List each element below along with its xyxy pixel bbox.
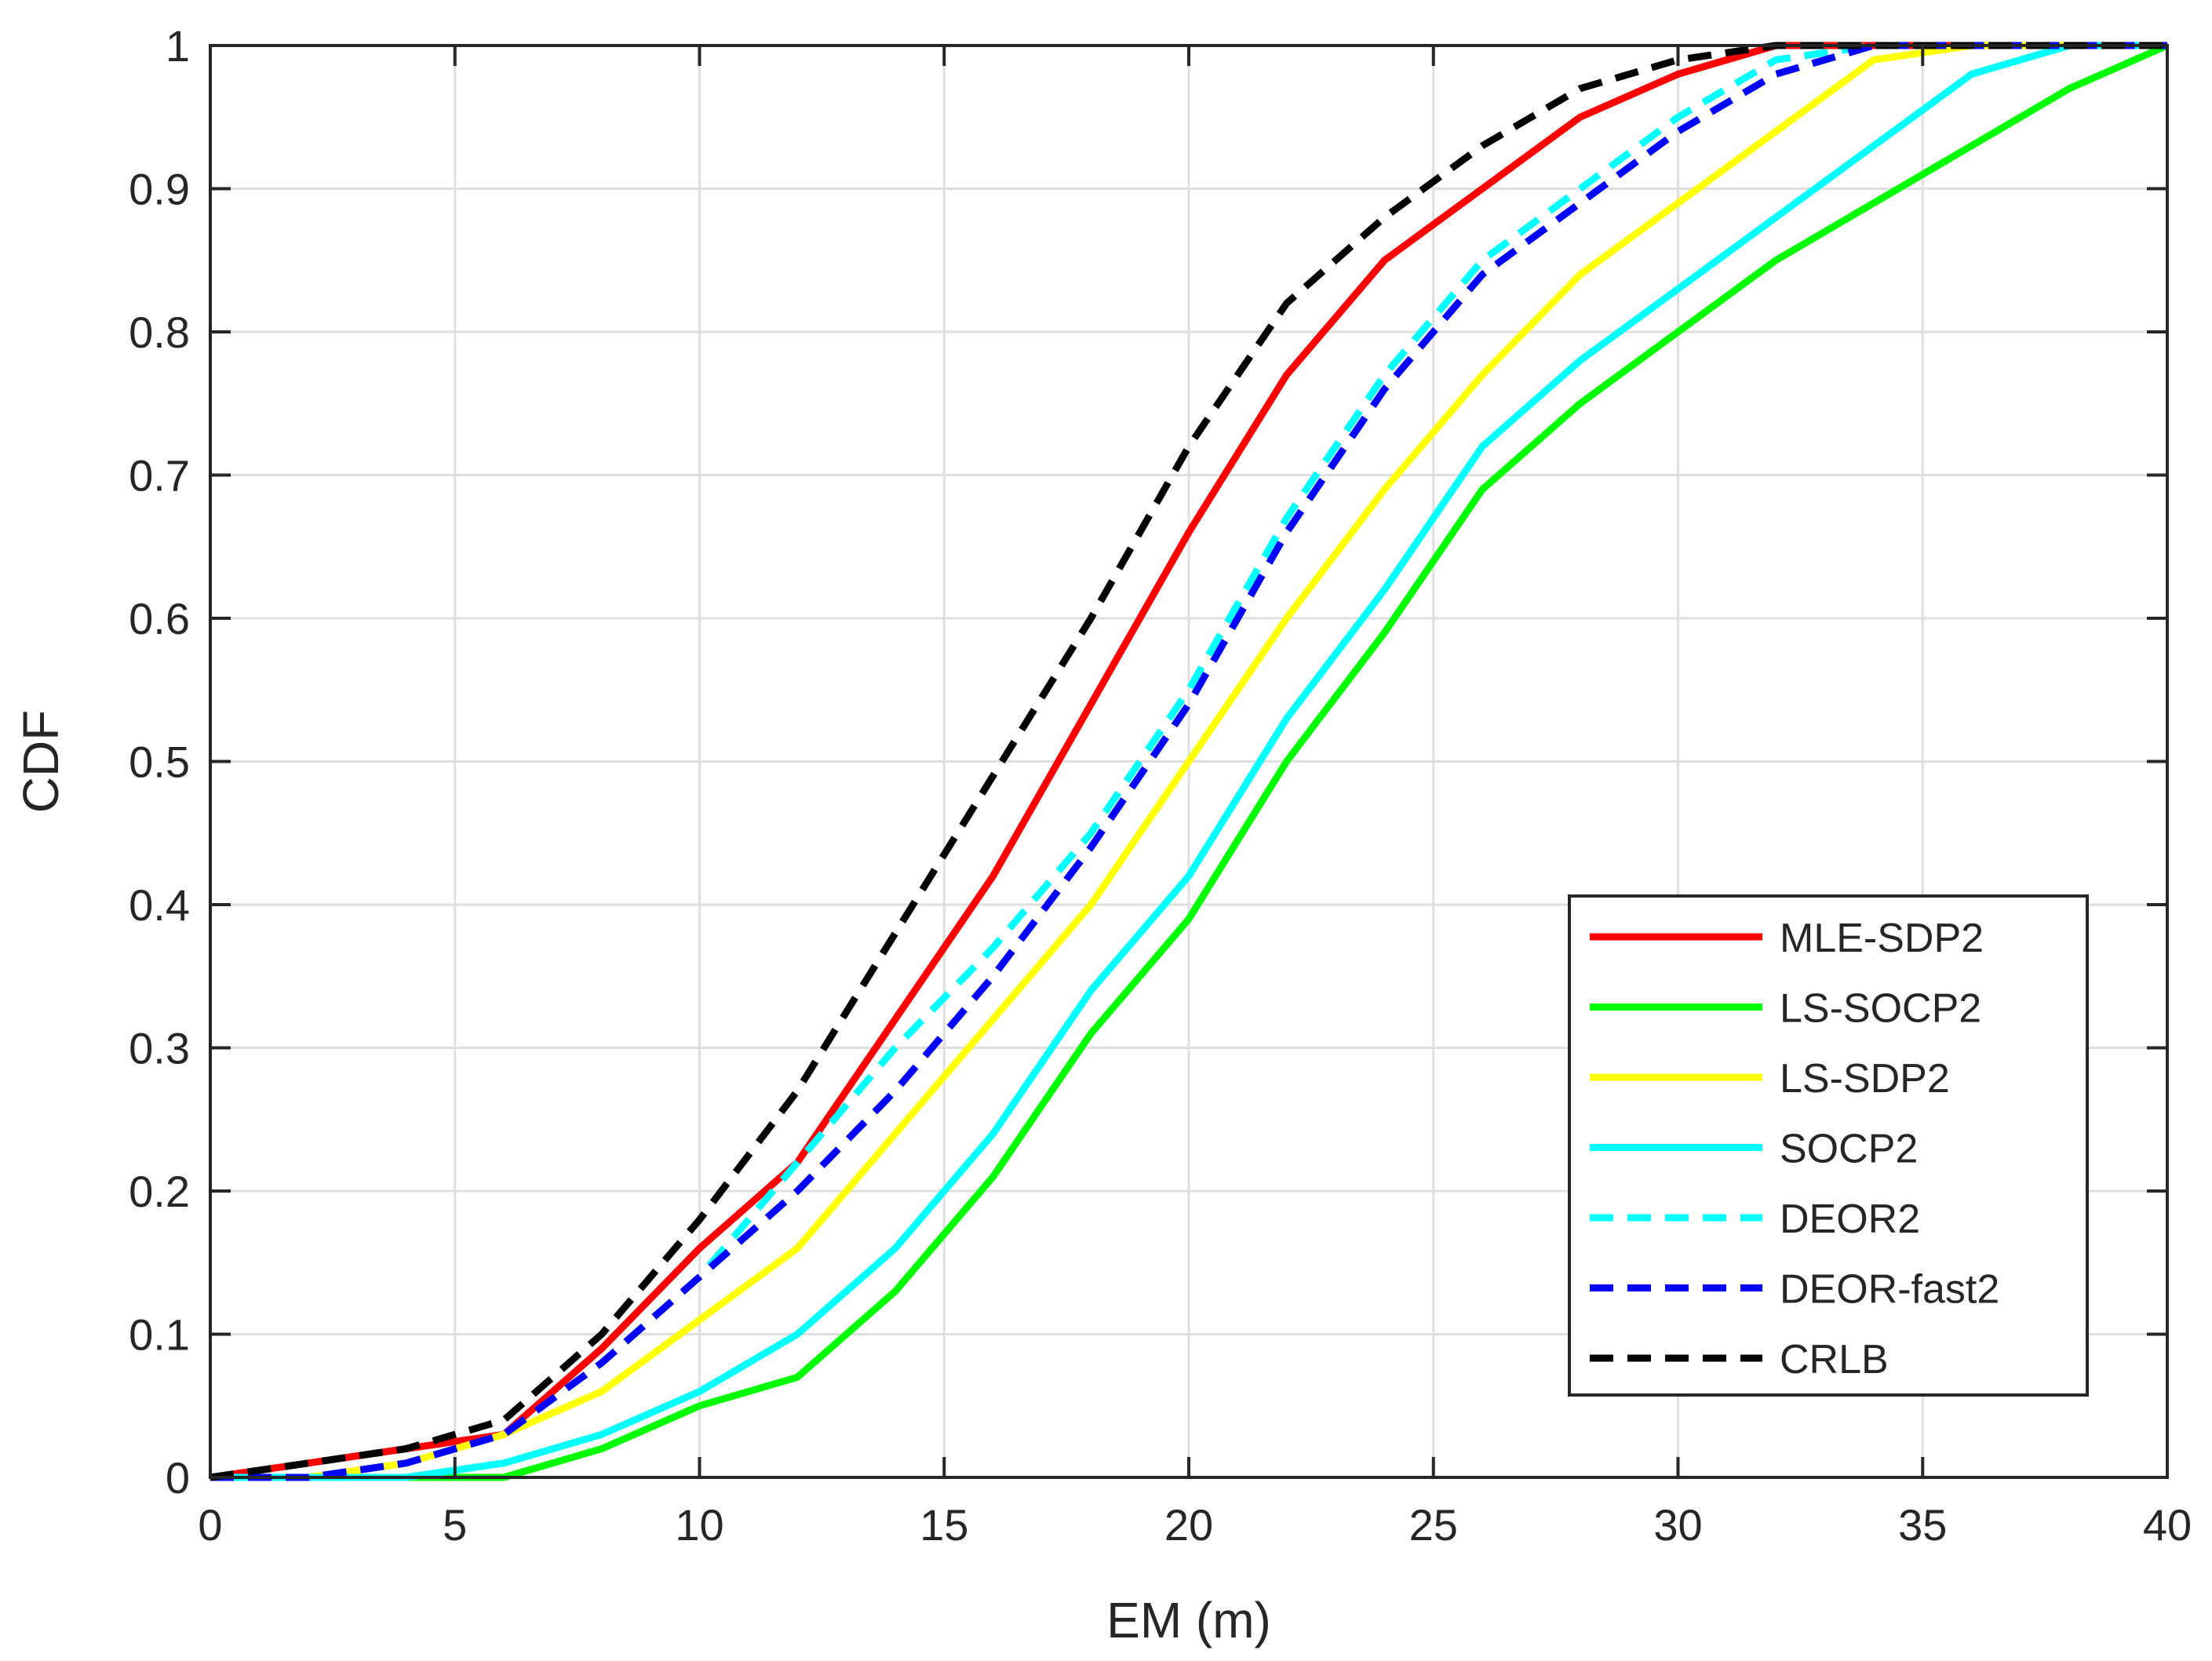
x-tick-label: 25: [1409, 1500, 1458, 1550]
series-line-deor-fast2: [210, 42, 2167, 1481]
x-tick-label: 5: [443, 1500, 467, 1550]
y-axis-label: CDF: [13, 710, 69, 814]
x-tick-label: 40: [2143, 1500, 2192, 1550]
y-tick-label: 0.4: [129, 880, 190, 930]
series-line-socp2: [210, 42, 2167, 1481]
legend-label-socp2: SOCP2: [1780, 1127, 1918, 1172]
legend-label-crlb: CRLB: [1780, 1337, 1889, 1382]
y-tick-label: 1: [166, 21, 190, 71]
x-tick-label: 15: [920, 1500, 968, 1550]
y-tick-label: 0.9: [129, 165, 190, 214]
axis-ticks: [209, 44, 2169, 1479]
legend-label-ls-sdp2: LS-SDP2: [1780, 1056, 1950, 1102]
x-tick-label: 30: [1653, 1500, 1702, 1550]
y-tick-label: 0.3: [129, 1024, 190, 1073]
x-tick-label: 0: [198, 1500, 222, 1550]
x-tick-label: 20: [1164, 1500, 1213, 1550]
y-tick-label: 0.5: [129, 738, 190, 787]
tick-labels: 0 5 10 15 20 25 30 35 40 0 0.1 0.2 0.3 0.4 0.5 0.6 0.7 0.…: [129, 21, 2192, 1550]
x-tick-label: 10: [675, 1500, 723, 1550]
y-tick-label: 0.1: [129, 1310, 190, 1360]
series-line-ls-socp2: [210, 42, 2169, 1481]
legend-label-ls-socp2: LS-SOCP2: [1780, 986, 1981, 1032]
y-tick-label: 0.6: [129, 594, 190, 643]
y-tick-label: 0.7: [129, 451, 190, 501]
x-tick-label: 35: [1898, 1500, 1947, 1550]
legend: MLE-SDP2 LS-SOCP2 LS-SDP2 SOCP2 DEOR2 DEOR-fa…: [1568, 894, 2089, 1397]
series-line-ls-sdp2: [210, 42, 2167, 1481]
legend-label-deor2: DEOR2: [1780, 1197, 1920, 1242]
legend-label-mle-sdp2: MLE-SDP2: [1780, 916, 1984, 961]
x-axis-label: EM (m): [1106, 1592, 1271, 1648]
y-tick-label: 0.2: [129, 1167, 190, 1216]
y-tick-label: 0: [166, 1453, 190, 1503]
y-tick-label: 0.8: [129, 308, 190, 357]
legend-label-deor-fast2: DEOR-fast2: [1780, 1267, 1999, 1313]
